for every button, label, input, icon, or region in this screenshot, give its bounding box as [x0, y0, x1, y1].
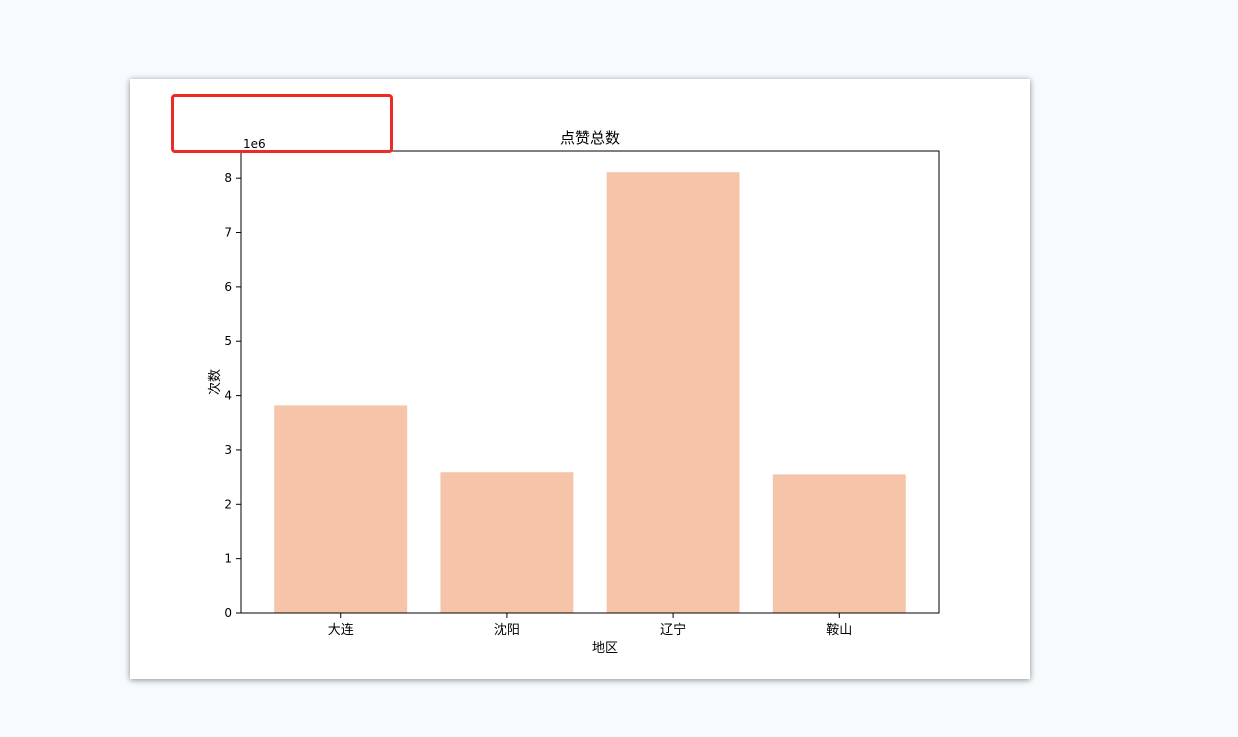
x-axis-ticks: 大连 沈阳 辽宁 鞍山	[328, 613, 852, 638]
bar-4	[772, 474, 906, 613]
y-tick-label: 4	[224, 389, 232, 403]
y-axis-offset-label: 1e6	[243, 137, 266, 151]
highlight-annotation-box	[171, 94, 393, 153]
bar-3	[606, 172, 740, 614]
y-tick-label: 0	[224, 606, 232, 620]
x-axis-label: 地区	[592, 641, 618, 656]
y-axis-ticks: 0 1 2 3 4 5 6 7 8	[224, 171, 241, 620]
chart-figure: 0 1 2 3 4 5 6 7 8 大连 沈阳 辽宁 鞍山 点赞总数 1e6 地区 次数	[130, 79, 1030, 679]
bar-1	[274, 405, 408, 613]
y-tick-label: 1	[224, 552, 232, 566]
y-tick-label: 6	[224, 280, 232, 294]
y-tick-label: 7	[224, 226, 232, 240]
bar-chart: 0 1 2 3 4 5 6 7 8 大连 沈阳 辽宁 鞍山 点赞总数 1e6 地区 次数	[207, 129, 940, 656]
y-axis-label: 次数	[207, 369, 223, 395]
x-tick-label: 大连	[328, 622, 354, 638]
x-tick-label: 沈阳	[494, 623, 520, 638]
y-tick-label: 3	[224, 443, 232, 457]
x-tick-label: 辽宁	[660, 622, 686, 638]
y-tick-label: 5	[224, 334, 232, 348]
bar-2	[440, 472, 574, 613]
chart-title: 点赞总数	[560, 129, 620, 147]
x-tick-label: 鞍山	[826, 622, 852, 638]
y-tick-label: 2	[224, 497, 232, 511]
plot-frame	[240, 150, 940, 614]
bars-group	[274, 172, 906, 614]
y-tick-label: 8	[224, 171, 232, 185]
